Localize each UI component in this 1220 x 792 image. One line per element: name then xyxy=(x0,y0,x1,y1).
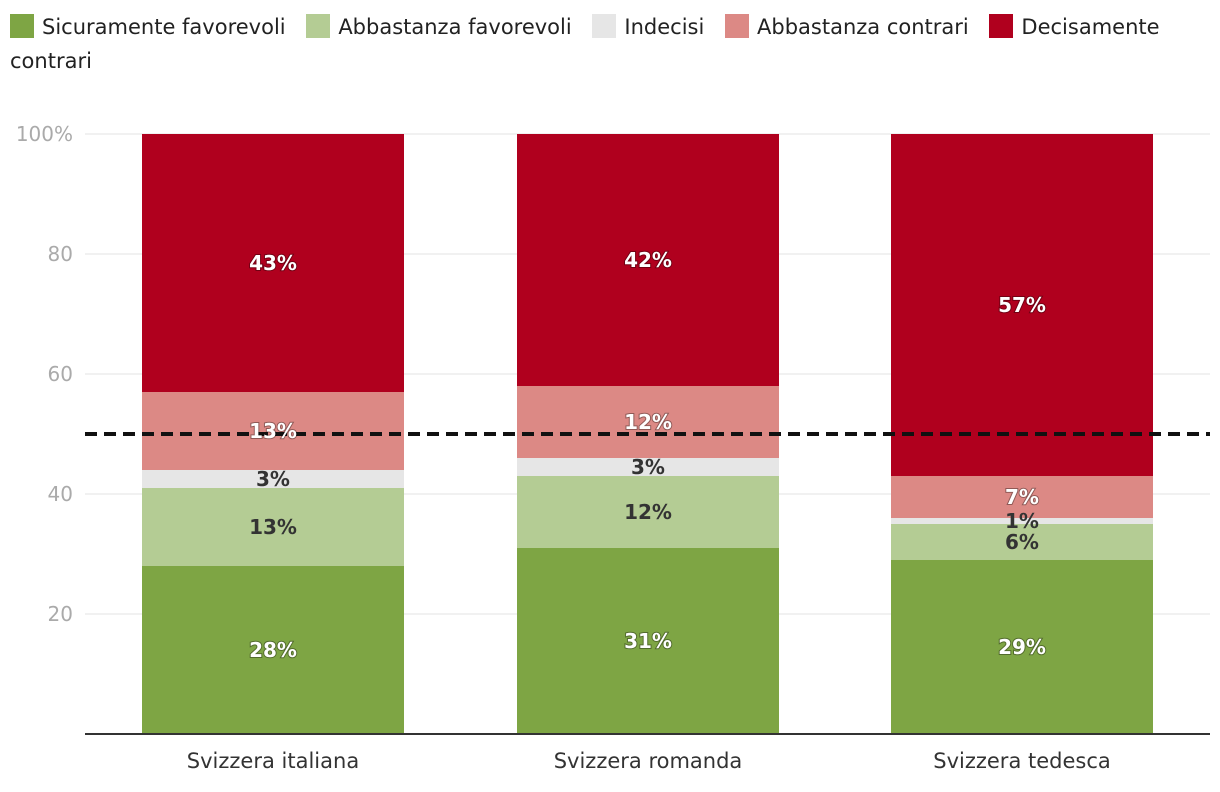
bar-segment-decisamente-contrari xyxy=(517,134,779,386)
legend-swatch xyxy=(10,14,34,38)
legend-label: Sicuramente favorevoli xyxy=(42,15,286,39)
bar-segment-sicuramente-favorevoli xyxy=(891,560,1153,734)
data-label: 29% xyxy=(998,635,1046,659)
y-tick-label: 60 xyxy=(48,362,73,386)
data-label: 12% xyxy=(624,410,672,434)
data-label: 12% xyxy=(624,500,672,524)
legend-label: Decisamente contrari xyxy=(10,15,1160,73)
legend-item-indecisi: Indecisi xyxy=(592,14,705,39)
bar-segment-decisamente-contrari xyxy=(891,134,1153,476)
legend-item-abbastanza-favorevoli: Abbastanza favorevoli xyxy=(306,14,572,39)
bar-segment-abbastanza-favorevoli xyxy=(891,524,1153,560)
data-label: 42% xyxy=(624,248,672,272)
legend-swatch xyxy=(592,14,617,38)
bar-segment-indecisi xyxy=(142,470,404,488)
legend-label: Indecisi xyxy=(624,15,705,39)
x-category-label: Svizzera italiana xyxy=(187,749,359,773)
y-tick-label: 40 xyxy=(48,482,73,506)
bar-segment-sicuramente-favorevoli xyxy=(142,566,404,734)
bar-segment-abbastanza-contrari xyxy=(517,386,779,458)
data-label: 43% xyxy=(249,251,297,275)
bar-segment-abbastanza-favorevoli xyxy=(142,488,404,566)
legend-item-sicuramente-favorevoli: Sicuramente favorevoli xyxy=(10,14,286,39)
data-label: 28% xyxy=(249,638,297,662)
data-label: 3% xyxy=(256,467,290,491)
legend-label: Abbastanza contrari xyxy=(757,15,969,39)
bar-segment-sicuramente-favorevoli xyxy=(517,548,779,734)
legend-swatch xyxy=(725,14,749,38)
data-label: 31% xyxy=(624,629,672,653)
x-category-label: Svizzera romanda xyxy=(554,749,743,773)
data-label: 7% xyxy=(1005,485,1039,509)
data-label: 13% xyxy=(249,515,297,539)
bar-segment-abbastanza-contrari xyxy=(142,392,404,470)
legend-item-abbastanza-contrari: Abbastanza contrari xyxy=(725,14,969,39)
y-tick-label: 100% xyxy=(16,122,73,146)
y-tick-label: 20 xyxy=(48,602,73,626)
y-tick-label: 80 xyxy=(48,242,73,266)
bar-segment-indecisi xyxy=(891,518,1153,524)
bar-segment-indecisi xyxy=(517,458,779,476)
data-label: 1% xyxy=(1005,509,1039,533)
data-label: 3% xyxy=(631,455,665,479)
legend: Sicuramente favorevoli Abbastanza favore… xyxy=(10,10,1200,78)
legend-item-decisamente-contrari: Decisamente contrari xyxy=(10,14,1160,73)
data-label: 6% xyxy=(1005,530,1039,554)
bar-segment-decisamente-contrari xyxy=(142,134,404,392)
legend-label: Abbastanza favorevoli xyxy=(338,15,572,39)
legend-swatch xyxy=(306,14,331,38)
bar-segment-abbastanza-favorevoli xyxy=(517,476,779,548)
legend-swatch xyxy=(989,14,1014,38)
bar-segment-abbastanza-contrari xyxy=(891,476,1153,518)
x-category-label: Svizzera tedesca xyxy=(933,749,1111,773)
data-label: 13% xyxy=(249,419,297,443)
data-label: 57% xyxy=(998,293,1046,317)
